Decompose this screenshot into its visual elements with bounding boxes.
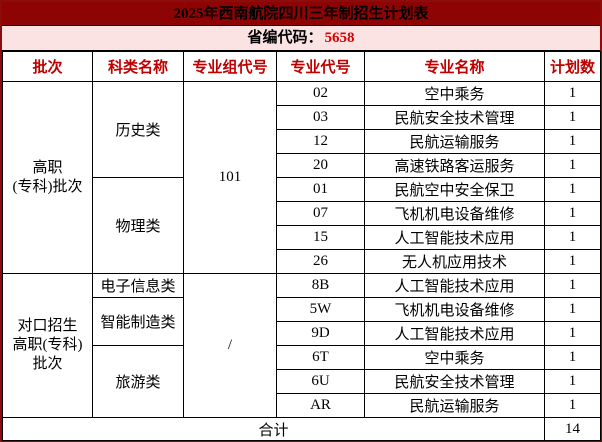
plan-count-cell: 1	[544, 393, 601, 418]
plan-count-cell: 1	[544, 345, 601, 370]
major-code-cell: 5W	[276, 297, 365, 322]
major-name-cell: 民航安全技术管理	[364, 369, 545, 394]
major-name-cell: 民航安全技术管理	[364, 105, 545, 130]
table-row: 智能制造类 5W 飞机机电设备维修 1	[3, 297, 601, 346]
plan-count-cell: 1	[544, 321, 601, 346]
plan-count-cell: 1	[544, 225, 601, 250]
major-code-cell: 03	[276, 105, 365, 130]
plan-count-cell: 1	[544, 297, 601, 322]
major-code-cell: 01	[276, 177, 365, 202]
batch-line: (专科)批次	[12, 178, 83, 195]
group-code-cell-vocational: /	[183, 273, 277, 418]
col-header-category: 科类名称	[92, 51, 184, 82]
major-code-cell: 6T	[276, 345, 365, 370]
total-row: 合计 14	[2, 417, 601, 441]
header-row: 批次 科类名称 专业组代号 专业代号 专业名称 计划数	[2, 51, 601, 82]
province-code-bar: 省编代码： 5658	[2, 26, 600, 51]
major-name-cell: 人工智能技术应用	[364, 273, 545, 298]
table-row: 物理类 01 民航空中安全保卫 1	[3, 177, 601, 274]
col-header-batch: 批次	[2, 51, 93, 82]
table-row: 03 民航安全技术管理 1	[3, 105, 601, 130]
group-code-cell-regular: 101	[183, 81, 277, 274]
col-header-group-code: 专业组代号	[183, 51, 277, 82]
plan-count-cell: 1	[544, 153, 601, 178]
major-code-cell: 6U	[276, 369, 365, 394]
province-code-value: 5658	[324, 30, 355, 46]
batch-line: 高职	[32, 159, 63, 176]
table-row: 20 高速铁路客运服务 1	[3, 153, 601, 178]
plan-count-cell: 1	[544, 249, 601, 274]
major-name-cell: 人工智能技术应用	[364, 321, 545, 346]
major-code-cell: 9D	[276, 321, 365, 346]
category-cell-manufacturing: 智能制造类	[92, 297, 184, 346]
col-header-major-code: 专业代号	[276, 51, 365, 82]
table-row: 旅游类 6T 空中乘务 1	[3, 345, 601, 418]
col-header-major-name: 专业名称	[364, 51, 545, 82]
major-code-cell: 26	[276, 249, 365, 274]
major-code-cell: 02	[276, 81, 365, 106]
major-name-cell: 空中乘务	[364, 345, 545, 370]
category-cell-physics: 物理类	[92, 177, 184, 274]
major-name-cell: 高速铁路客运服务	[364, 153, 545, 178]
major-name-cell: 空中乘务	[364, 81, 545, 106]
plan-count-cell: 1	[544, 129, 601, 154]
major-name-cell: 无人机应用技术	[364, 249, 545, 274]
category-cell-history: 历史类	[92, 81, 184, 178]
plan-count-cell: 1	[544, 81, 601, 106]
table-row: 9D 人工智能技术应用 1	[3, 321, 601, 346]
table-row: AR 民航运输服务 1	[3, 393, 601, 418]
major-code-cell: 12	[276, 129, 365, 154]
table-row: 高职 (专科)批次 历史类 101 02 空中乘务 1	[2, 81, 601, 274]
category-cell-electronics: 电子信息类	[92, 273, 184, 298]
plan-count-cell: 1	[544, 105, 601, 130]
plan-count-cell: 1	[544, 369, 601, 394]
major-name-cell: 飞机机电设备维修	[364, 297, 545, 322]
plan-count-cell: 1	[544, 273, 601, 298]
batch-line: 高职(专科)	[12, 337, 83, 354]
major-code-cell: 20	[276, 153, 365, 178]
plan-table: 批次 科类名称 专业组代号 专业代号 专业名称 计划数 高职 (专科)批次 历史…	[2, 51, 601, 441]
batch-cell-vocational: 对口招生 高职(专科) 批次	[2, 273, 93, 418]
plan-count-cell: 1	[544, 177, 601, 202]
major-name-cell: 民航空中安全保卫	[364, 177, 545, 202]
province-code-label: 省编代码：	[247, 30, 323, 46]
table-row: 07 飞机机电设备维修 1	[3, 201, 601, 226]
total-value: 14	[544, 417, 601, 441]
major-code-cell: AR	[276, 393, 365, 418]
batch-line: 对口招生	[17, 318, 78, 335]
table-row: 15 人工智能技术应用 1	[3, 225, 601, 250]
category-cell-tourism: 旅游类	[92, 345, 184, 418]
total-label: 合计	[2, 417, 545, 441]
major-code-cell: 8B	[276, 273, 365, 298]
table-row: 对口招生 高职(专科) 批次 电子信息类 / 8B 人工智能技术应用 1	[2, 273, 601, 418]
major-name-cell: 飞机机电设备维修	[364, 201, 545, 226]
major-code-cell: 07	[276, 201, 365, 226]
page-title: 2025年西南航院四川三年制招生计划表	[2, 2, 600, 26]
batch-line: 批次	[32, 355, 63, 372]
major-name-cell: 民航运输服务	[364, 129, 545, 154]
major-name-cell: 人工智能技术应用	[364, 225, 545, 250]
plan-count-cell: 1	[544, 201, 601, 226]
col-header-plan-count: 计划数	[544, 51, 601, 82]
major-name-cell: 民航运输服务	[364, 393, 545, 418]
major-code-cell: 15	[276, 225, 365, 250]
batch-cell-regular: 高职 (专科)批次	[2, 81, 93, 274]
